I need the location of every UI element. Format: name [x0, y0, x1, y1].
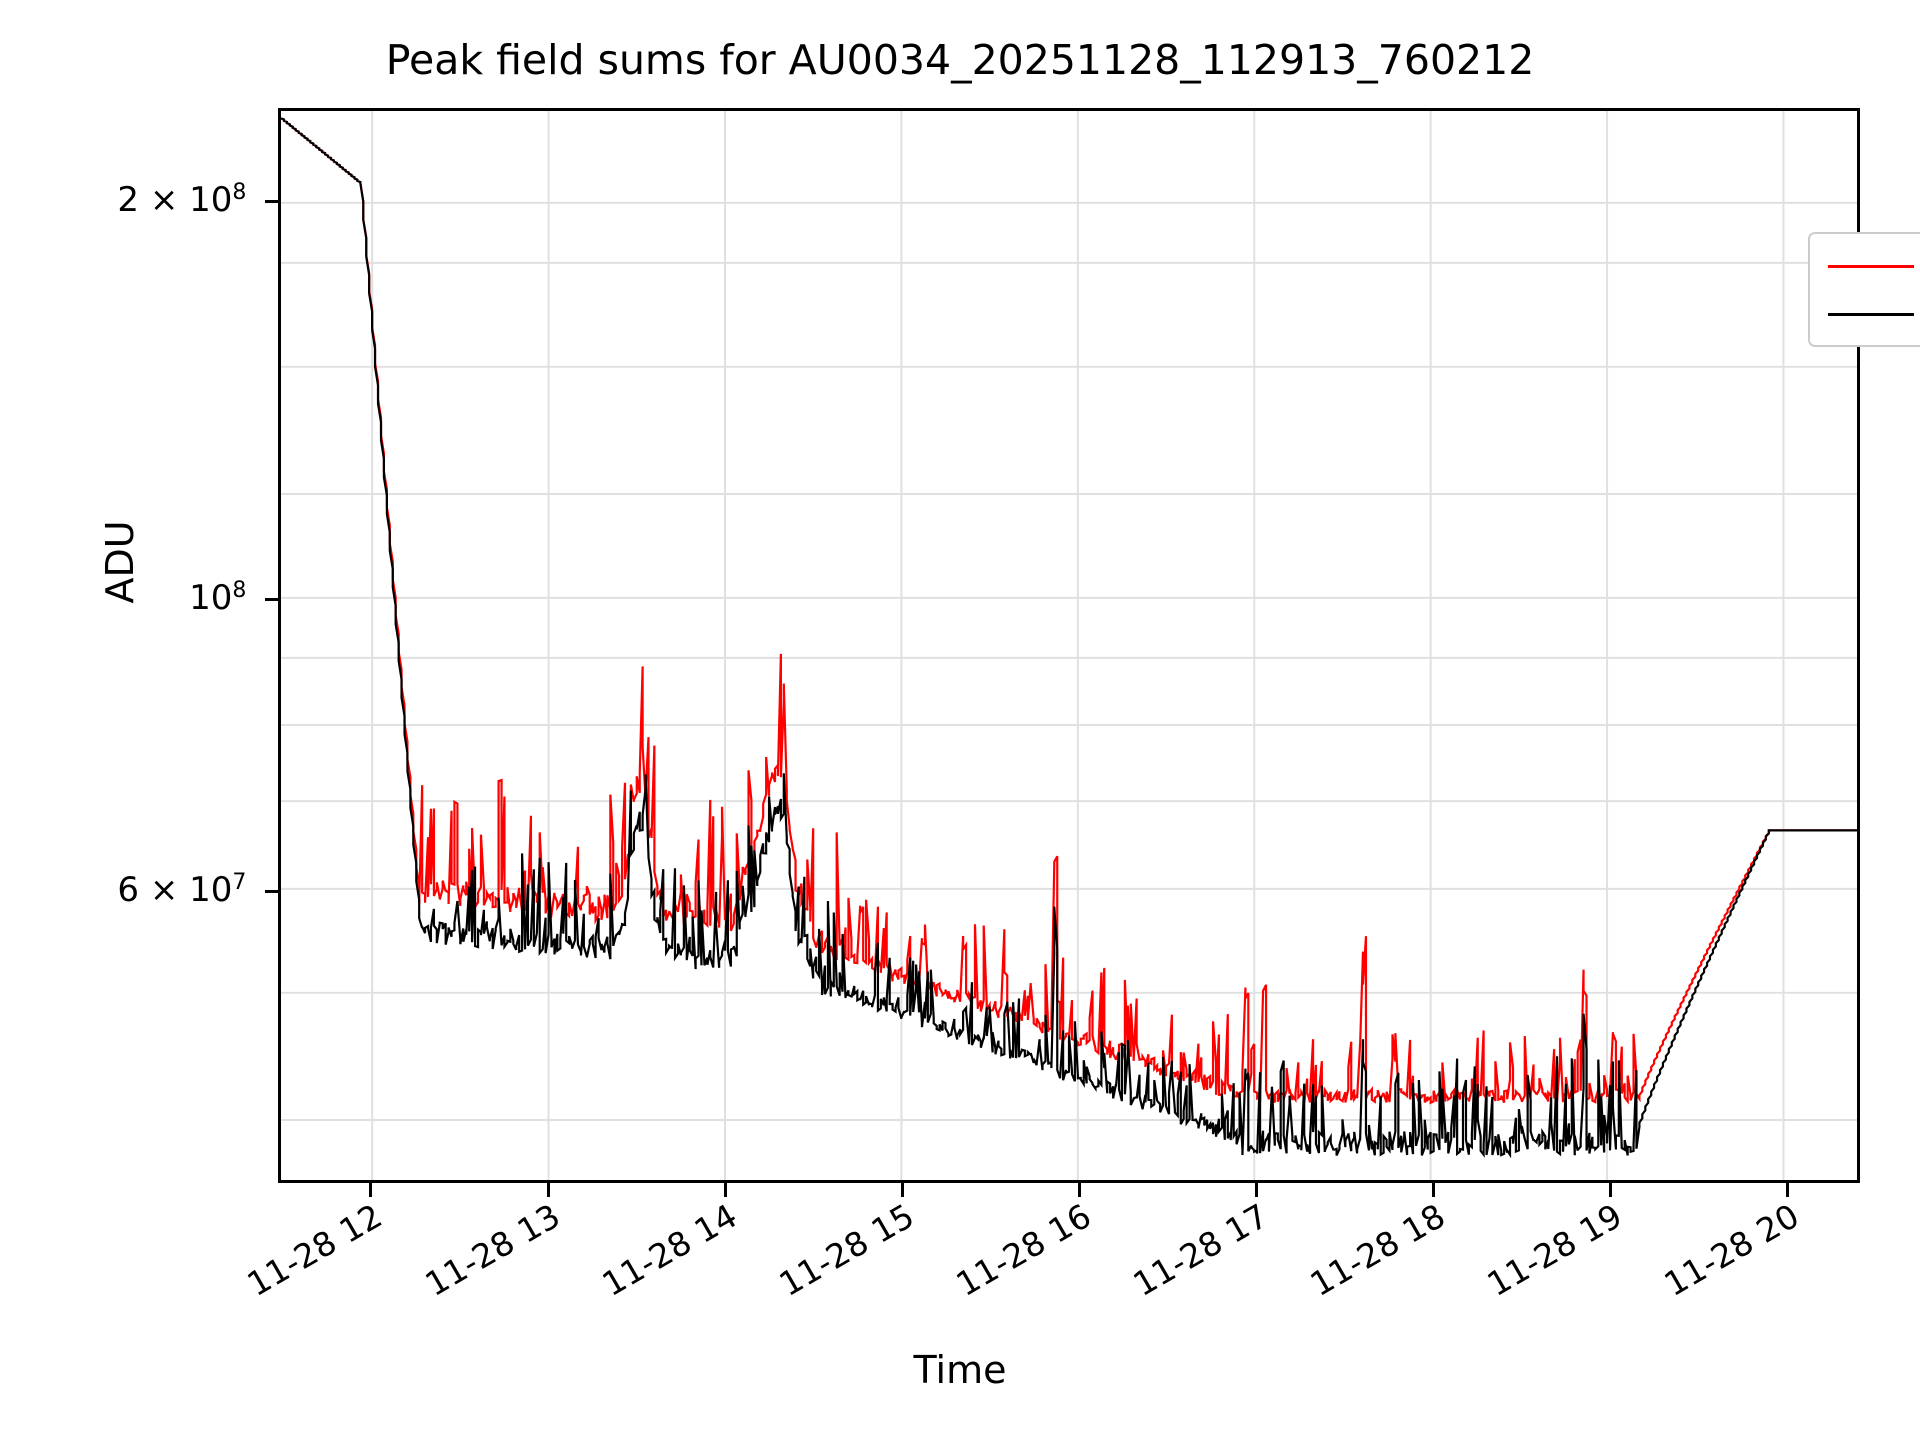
x-axis-label: Time [913, 1348, 1007, 1392]
y-tick-label: 2 × 108 [117, 180, 247, 221]
legend: Peak Average [1808, 232, 1920, 347]
x-tick-mark [1609, 1183, 1613, 1197]
legend-entry-peak: Peak [1824, 242, 1920, 290]
x-tick-mark [1432, 1183, 1436, 1197]
x-tick-mark [1077, 1183, 1081, 1197]
series-line-peak [281, 117, 1857, 1105]
data-layer [281, 117, 1857, 1159]
y-tick-label: 6 × 107 [117, 870, 247, 911]
y-tick-label: 108 [189, 577, 247, 618]
x-tick-mark [723, 1183, 727, 1197]
y-tick-mark [265, 890, 278, 894]
x-tick-mark [1786, 1183, 1790, 1197]
legend-entry-average: Average [1824, 290, 1920, 338]
series-line-average [281, 117, 1857, 1159]
legend-line-average-icon [1828, 312, 1914, 316]
y-tick-mark [265, 597, 278, 601]
y-axis-label: ADU [98, 520, 142, 604]
grid-layer [281, 111, 1857, 1180]
x-tick-mark [369, 1183, 373, 1197]
y-tick-mark [265, 200, 278, 204]
legend-line-peak-icon [1828, 264, 1914, 268]
x-tick-mark [1254, 1183, 1258, 1197]
x-tick-mark [900, 1183, 904, 1197]
plot-area: Peak Average [278, 108, 1920, 1183]
chart-title: Peak field sums for AU0034_20251128_1129… [385, 36, 1535, 84]
x-tick-mark [546, 1183, 550, 1197]
